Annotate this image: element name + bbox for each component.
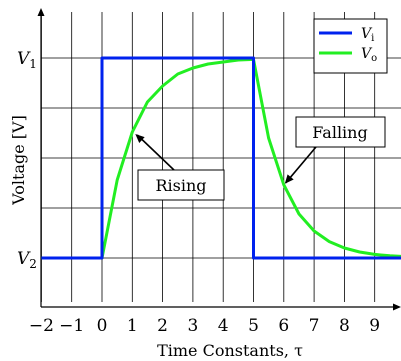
x-axis-arrow-icon (393, 303, 401, 311)
annotation-label: Falling (312, 123, 367, 142)
x-tick-label: 7 (309, 316, 320, 336)
series-line-vi (41, 56, 401, 260)
annotation-box (295, 116, 386, 148)
x-axis-title: Time Constants, τ (157, 341, 303, 360)
annotation-box (137, 169, 225, 201)
y-axis-arrow-icon (37, 8, 45, 16)
annotation-label: Rising (155, 176, 206, 195)
series-line-vo (41, 57, 401, 260)
legend (313, 18, 388, 74)
x-tick-label: 0 (97, 316, 108, 336)
y-axis-title: Voltage [V] (9, 115, 28, 206)
x-tick-label: −2 (29, 316, 54, 336)
annotation-arrow (285, 146, 317, 184)
x-tick-label: 4 (218, 316, 229, 336)
x-tick-label: 1 (127, 316, 138, 336)
legend-label: Vi (361, 26, 374, 44)
x-tick-label: 2 (157, 316, 168, 336)
x-tick-label: 5 (248, 316, 259, 336)
annotation-arrowhead-icon (135, 134, 145, 144)
x-tick-label: 6 (278, 316, 289, 336)
x-tick-label: 3 (187, 316, 198, 336)
x-tick-label: −1 (59, 316, 84, 336)
x-tick-label: 8 (339, 316, 350, 336)
legend-label: Vo (361, 46, 377, 64)
y-tick-label: V2 (17, 249, 37, 271)
x-tick-label: 9 (369, 316, 380, 336)
annotation-arrowhead-icon (284, 174, 294, 184)
y-tick-label: V1 (17, 49, 37, 71)
annotation-arrow (136, 134, 175, 171)
